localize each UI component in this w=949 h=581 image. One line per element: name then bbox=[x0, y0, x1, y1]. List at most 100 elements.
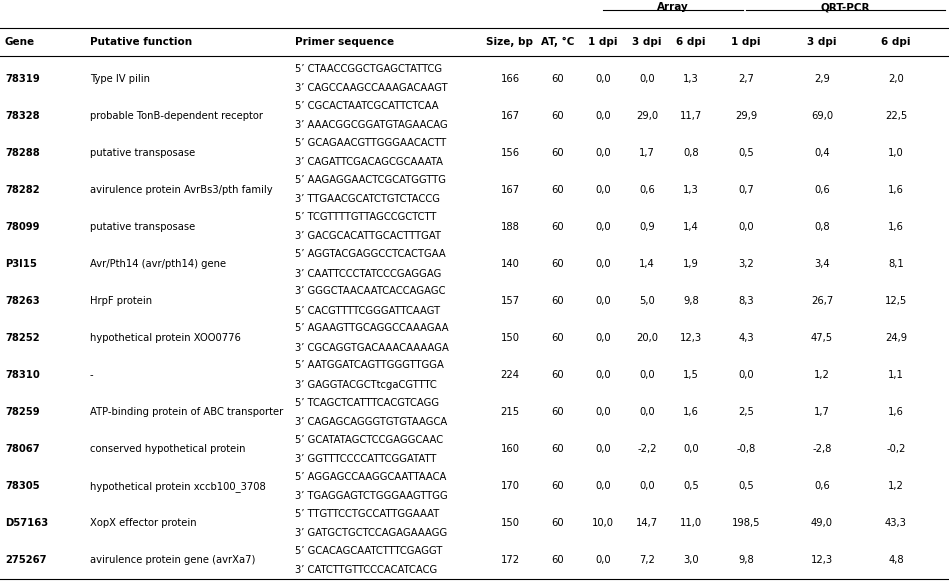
Text: 0,9: 0,9 bbox=[639, 222, 655, 232]
Text: 60: 60 bbox=[551, 481, 565, 492]
Text: 0,6: 0,6 bbox=[639, 185, 655, 195]
Text: 11,0: 11,0 bbox=[679, 518, 702, 528]
Text: 78259: 78259 bbox=[5, 407, 40, 417]
Text: 78310: 78310 bbox=[5, 370, 40, 380]
Text: 78263: 78263 bbox=[5, 296, 40, 306]
Text: 1,1: 1,1 bbox=[888, 370, 904, 380]
Text: 0,0: 0,0 bbox=[595, 110, 611, 121]
Text: Size, bp: Size, bp bbox=[487, 37, 533, 47]
Text: 60: 60 bbox=[551, 518, 565, 528]
Text: 5’ GCAGAACGTTGGGAACACTT: 5’ GCAGAACGTTGGGAACACTT bbox=[295, 138, 446, 148]
Text: 140: 140 bbox=[500, 259, 519, 269]
Text: 9,8: 9,8 bbox=[683, 296, 698, 306]
Text: 3’ CAGCCAAGCCAAAGACAAGT: 3’ CAGCCAAGCCAAAGACAAGT bbox=[295, 83, 448, 93]
Text: 43,3: 43,3 bbox=[885, 518, 907, 528]
Text: 0,6: 0,6 bbox=[814, 185, 829, 195]
Text: 22,5: 22,5 bbox=[884, 110, 907, 121]
Text: 1,6: 1,6 bbox=[888, 407, 904, 417]
Text: ATP-binding protein of ABC transporter: ATP-binding protein of ABC transporter bbox=[90, 407, 283, 417]
Text: 78305: 78305 bbox=[5, 481, 40, 492]
Text: 0,0: 0,0 bbox=[595, 444, 611, 454]
Text: Type IV pilin: Type IV pilin bbox=[90, 74, 150, 84]
Text: 1,6: 1,6 bbox=[888, 222, 904, 232]
Text: 150: 150 bbox=[500, 333, 519, 343]
Text: 0,0: 0,0 bbox=[595, 481, 611, 492]
Text: 12,3: 12,3 bbox=[811, 555, 833, 565]
Text: 172: 172 bbox=[500, 555, 519, 565]
Text: 1,2: 1,2 bbox=[888, 481, 904, 492]
Text: 60: 60 bbox=[551, 222, 565, 232]
Text: Array: Array bbox=[657, 2, 689, 12]
Text: 12,5: 12,5 bbox=[884, 296, 907, 306]
Text: 5’ GCACAGCAATCTTTCGAGGT: 5’ GCACAGCAATCTTTCGAGGT bbox=[295, 546, 442, 556]
Text: 5’ AGGTACGAGGCCTCACTGAA: 5’ AGGTACGAGGCCTCACTGAA bbox=[295, 249, 446, 259]
Text: 3,2: 3,2 bbox=[738, 259, 754, 269]
Text: 78067: 78067 bbox=[5, 444, 40, 454]
Text: 5’ CTAACCGGCTGAGCTATTCG: 5’ CTAACCGGCTGAGCTATTCG bbox=[295, 64, 442, 74]
Text: 3’ CAGAGCAGGGTGTGTAAGCA: 3’ CAGAGCAGGGTGTGTAAGCA bbox=[295, 417, 447, 427]
Text: 9,8: 9,8 bbox=[738, 555, 754, 565]
Text: 0,5: 0,5 bbox=[738, 481, 754, 492]
Text: 24,9: 24,9 bbox=[884, 333, 907, 343]
Text: 275267: 275267 bbox=[5, 555, 47, 565]
Text: 3’ TGAGGAGTCTGGGAAGTTGG: 3’ TGAGGAGTCTGGGAAGTTGG bbox=[295, 491, 448, 501]
Text: 60: 60 bbox=[551, 444, 565, 454]
Text: 1,3: 1,3 bbox=[683, 74, 698, 84]
Text: 1 dpi: 1 dpi bbox=[732, 37, 761, 47]
Text: 60: 60 bbox=[551, 110, 565, 121]
Text: 0,0: 0,0 bbox=[640, 481, 655, 492]
Text: 0,6: 0,6 bbox=[814, 481, 829, 492]
Text: 60: 60 bbox=[551, 333, 565, 343]
Text: 60: 60 bbox=[551, 555, 565, 565]
Text: 150: 150 bbox=[500, 518, 519, 528]
Text: 0,5: 0,5 bbox=[683, 481, 698, 492]
Text: 1,9: 1,9 bbox=[683, 259, 698, 269]
Text: Primer sequence: Primer sequence bbox=[295, 37, 394, 47]
Text: 2,5: 2,5 bbox=[738, 407, 754, 417]
Text: 0,0: 0,0 bbox=[595, 370, 611, 380]
Text: 26,7: 26,7 bbox=[810, 296, 833, 306]
Text: 170: 170 bbox=[500, 481, 519, 492]
Text: 0,0: 0,0 bbox=[595, 74, 611, 84]
Text: conserved hypothetical protein: conserved hypothetical protein bbox=[90, 444, 246, 454]
Text: 0,5: 0,5 bbox=[738, 148, 754, 157]
Text: 0,0: 0,0 bbox=[640, 74, 655, 84]
Text: 167: 167 bbox=[500, 110, 519, 121]
Text: 5’ TCGTTTTGTTAGCCGCTCTT: 5’ TCGTTTTGTTAGCCGCTCTT bbox=[295, 212, 437, 222]
Text: XopX effector protein: XopX effector protein bbox=[90, 518, 196, 528]
Text: 167: 167 bbox=[500, 185, 519, 195]
Text: 6 dpi: 6 dpi bbox=[882, 37, 911, 47]
Text: 0,8: 0,8 bbox=[683, 148, 698, 157]
Text: 3’ GGGCTAACAATCACCAGAGC: 3’ GGGCTAACAATCACCAGAGC bbox=[295, 286, 445, 296]
Text: 60: 60 bbox=[551, 370, 565, 380]
Text: 198,5: 198,5 bbox=[732, 518, 760, 528]
Text: 29,0: 29,0 bbox=[636, 110, 658, 121]
Text: 7,2: 7,2 bbox=[639, 555, 655, 565]
Text: 3 dpi: 3 dpi bbox=[632, 37, 661, 47]
Text: Avr/Pth14 (avr/pth14) gene: Avr/Pth14 (avr/pth14) gene bbox=[90, 259, 226, 269]
Text: 60: 60 bbox=[551, 296, 565, 306]
Text: 1,5: 1,5 bbox=[683, 370, 698, 380]
Text: 3’ CGCAGGTGACAAACAAAAGA: 3’ CGCAGGTGACAAACAAAAGA bbox=[295, 343, 449, 353]
Text: 2,7: 2,7 bbox=[738, 74, 754, 84]
Text: 0,0: 0,0 bbox=[595, 185, 611, 195]
Text: 78282: 78282 bbox=[5, 185, 40, 195]
Text: 166: 166 bbox=[500, 74, 519, 84]
Text: 0,0: 0,0 bbox=[595, 333, 611, 343]
Text: 1,2: 1,2 bbox=[814, 370, 830, 380]
Text: 20,0: 20,0 bbox=[636, 333, 658, 343]
Text: 5’ TTGTTCCTGCCATTGGAAAT: 5’ TTGTTCCTGCCATTGGAAAT bbox=[295, 509, 439, 519]
Text: 10,0: 10,0 bbox=[592, 518, 614, 528]
Text: avirulence protein gene (avrXa7): avirulence protein gene (avrXa7) bbox=[90, 555, 255, 565]
Text: 157: 157 bbox=[500, 296, 519, 306]
Text: 0,0: 0,0 bbox=[683, 444, 698, 454]
Text: 0,0: 0,0 bbox=[640, 407, 655, 417]
Text: 60: 60 bbox=[551, 148, 565, 157]
Text: -2,2: -2,2 bbox=[637, 444, 657, 454]
Text: 0,8: 0,8 bbox=[814, 222, 829, 232]
Text: 0,0: 0,0 bbox=[595, 296, 611, 306]
Text: 3’ AAACGGCGGATGTAGAACAG: 3’ AAACGGCGGATGTAGAACAG bbox=[295, 120, 448, 130]
Text: 1 dpi: 1 dpi bbox=[588, 37, 618, 47]
Text: 3’ GATGCTGCTCCAGAGAAAGG: 3’ GATGCTGCTCCAGAGAAAGG bbox=[295, 528, 447, 538]
Text: 60: 60 bbox=[551, 259, 565, 269]
